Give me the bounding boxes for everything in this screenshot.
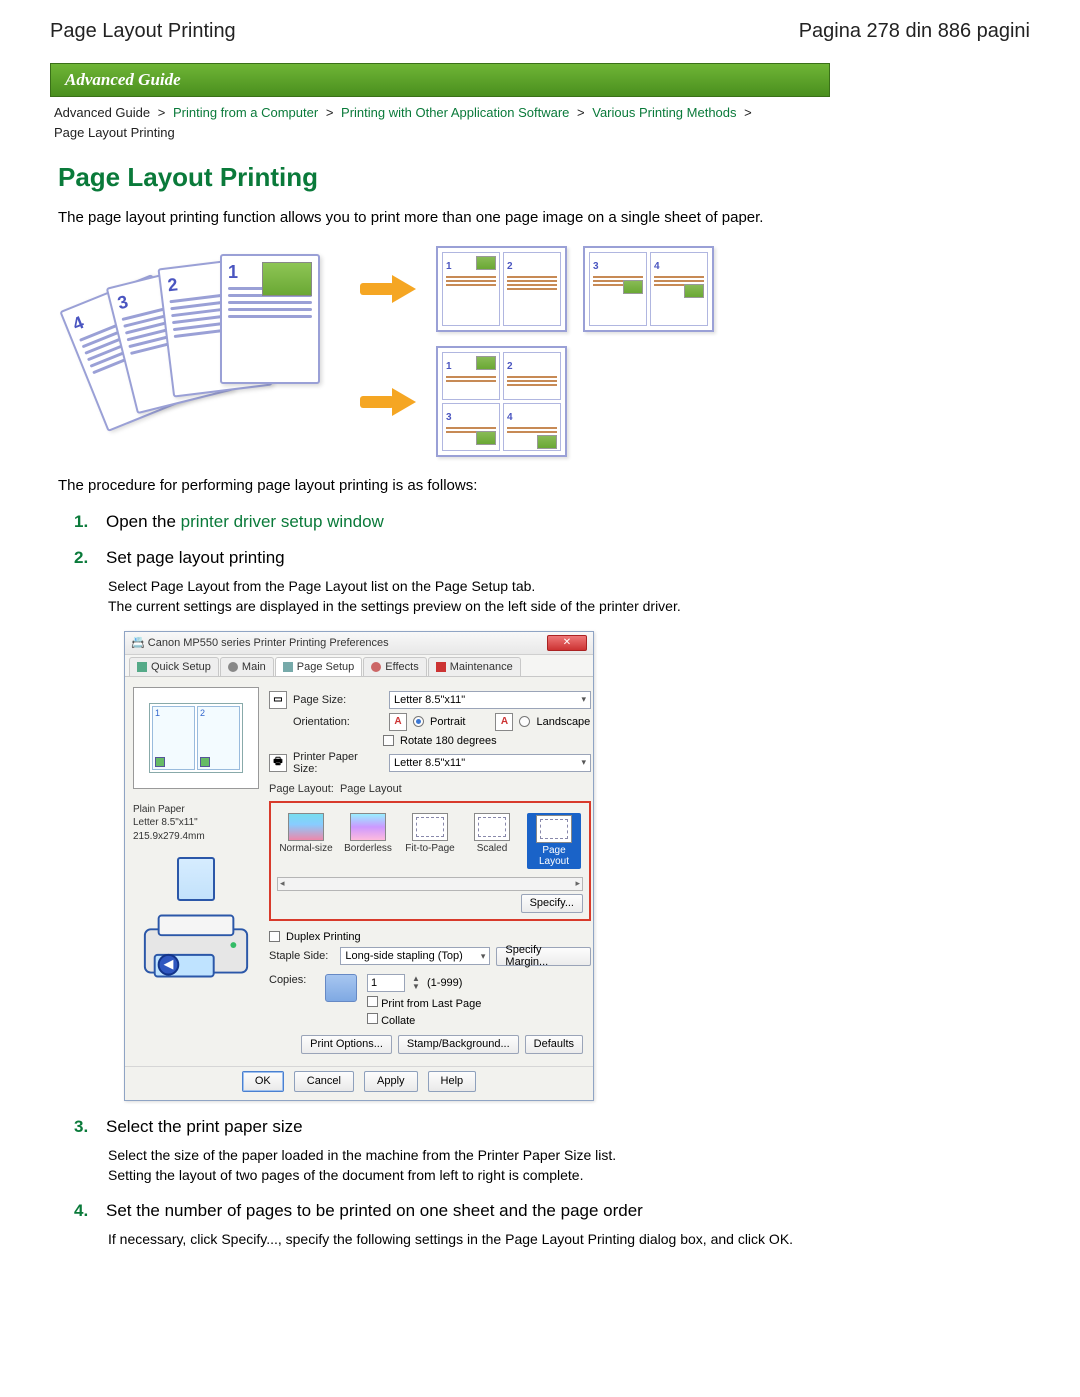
portrait-label: Portrait — [430, 716, 465, 728]
landscape-radio[interactable] — [519, 716, 530, 727]
landscape-label: Landscape — [536, 716, 590, 728]
printer-paper-size-label: Printer Paper Size: — [293, 751, 383, 775]
rotate180-label: Rotate 180 degrees — [400, 735, 497, 747]
portrait-radio[interactable] — [413, 716, 424, 727]
page-header-left: Page Layout Printing — [50, 20, 236, 43]
breadcrumb-item-2[interactable]: Printing with Other Application Software — [341, 105, 569, 120]
layout-option-normal[interactable]: Normal-size — [279, 813, 333, 869]
tab-quick-setup[interactable]: Quick Setup — [129, 657, 219, 676]
step-number: 1. — [74, 512, 98, 532]
tab-page-setup[interactable]: Page Setup — [275, 657, 363, 676]
print-last-label: Print from Last Page — [381, 998, 481, 1010]
specify-button[interactable]: Specify... — [521, 894, 583, 913]
layout-option-pagelayout[interactable]: Page Layout — [527, 813, 581, 869]
duplex-label: Duplex Printing — [286, 931, 361, 943]
apply-button[interactable]: Apply — [364, 1071, 418, 1092]
paper-type-label: Plain Paper — [133, 803, 259, 817]
step-number: 3. — [74, 1117, 98, 1137]
defaults-button[interactable]: Defaults — [525, 1035, 583, 1054]
copies-icon — [325, 974, 357, 1002]
printing-preferences-dialog: 📇 Canon MP550 series Printer Printing Pr… — [124, 631, 594, 1101]
step-title: Set page layout printing — [106, 548, 285, 568]
page-header-right: Pagina 278 din 886 pagini — [799, 20, 1030, 43]
breadcrumb-item-0[interactable]: Advanced Guide — [54, 105, 150, 120]
guide-bar: Advanced Guide — [50, 63, 830, 97]
stamp-background-button[interactable]: Stamp/Background... — [398, 1035, 519, 1054]
layout-option-fit[interactable]: Fit-to-Page — [403, 813, 457, 869]
page-title: Page Layout Printing — [58, 162, 1030, 193]
breadcrumb: Advanced Guide > Printing from a Compute… — [54, 103, 1030, 142]
dialog-tabs: Quick Setup Main Page Setup Effects Main… — [125, 655, 593, 677]
step-number: 4. — [74, 1201, 98, 1221]
arrow-icon — [360, 388, 420, 416]
collate-label: Collate — [381, 1015, 415, 1027]
layout-scrollbar[interactable]: ◂▸ — [277, 877, 583, 891]
layout-option-borderless[interactable]: Borderless — [341, 813, 395, 869]
copies-range: (1-999) — [427, 977, 462, 989]
dialog-title: 📇 Canon MP550 series Printer Printing Pr… — [131, 636, 389, 649]
page-size-label: Page Size: — [293, 694, 383, 706]
paper-size-label: Letter 8.5"x11" 215.9x279.4mm — [133, 816, 259, 843]
tab-main[interactable]: Main — [220, 657, 274, 676]
close-button[interactable]: ✕ — [547, 635, 587, 651]
print-last-checkbox[interactable] — [367, 996, 378, 1007]
step-title: Open the printer driver setup window — [106, 512, 384, 532]
ok-button[interactable]: OK — [242, 1071, 284, 1092]
page-layout-value: Page Layout — [340, 783, 402, 795]
page-size-icon: ▭ — [269, 691, 287, 709]
breadcrumb-item-1[interactable]: Printing from a Computer — [173, 105, 318, 120]
page-size-select[interactable]: Letter 8.5"x11" — [389, 691, 591, 709]
copies-label: Copies: — [269, 974, 319, 986]
landscape-icon: A — [495, 713, 513, 731]
rotate180-checkbox[interactable] — [383, 735, 394, 746]
staple-side-label: Staple Side: — [269, 950, 334, 962]
collate-checkbox[interactable] — [367, 1013, 378, 1024]
step-body: If necessary, click Specify..., specify … — [108, 1229, 968, 1249]
page-layout-label: Page Layout: — [269, 783, 334, 795]
copies-spinner[interactable]: 1 — [367, 974, 405, 992]
cancel-button[interactable]: Cancel — [294, 1071, 354, 1092]
layout-illustration: 4 3 2 1 1 2 3 4 1 2 — [80, 246, 1030, 457]
printer-driver-link[interactable]: printer driver setup window — [181, 512, 384, 531]
settings-preview: 1 2 — [133, 687, 259, 789]
tab-effects[interactable]: Effects — [363, 657, 426, 676]
tab-maintenance[interactable]: Maintenance — [428, 657, 521, 676]
procedure-line: The procedure for performing page layout… — [58, 475, 908, 496]
step-number: 2. — [74, 548, 98, 568]
portrait-icon: A — [389, 713, 407, 731]
intro-text: The page layout printing function allows… — [58, 207, 908, 228]
page-layout-group: Normal-size Borderless Fit-to-Page Scale… — [269, 801, 591, 921]
breadcrumb-current: Page Layout Printing — [54, 125, 175, 140]
breadcrumb-item-3[interactable]: Various Printing Methods — [592, 105, 736, 120]
printer-paper-icon: 🖶 — [269, 754, 287, 772]
help-button[interactable]: Help — [428, 1071, 477, 1092]
print-options-button[interactable]: Print Options... — [301, 1035, 392, 1054]
duplex-checkbox[interactable] — [269, 931, 280, 942]
specify-margin-button[interactable]: Specify Margin... — [496, 947, 591, 966]
step-title: Set the number of pages to be printed on… — [106, 1201, 643, 1221]
staple-side-select[interactable]: Long-side stapling (Top) — [340, 947, 490, 965]
printer-paper-size-select[interactable]: Letter 8.5"x11" — [389, 754, 591, 772]
arrow-icon — [360, 275, 420, 303]
orientation-label: Orientation: — [293, 716, 383, 728]
printer-illustration — [133, 857, 259, 997]
step-title: Select the print paper size — [106, 1117, 303, 1137]
layout-option-scaled[interactable]: Scaled — [465, 813, 519, 869]
step-body: Select the size of the paper loaded in t… — [108, 1145, 968, 1186]
step-body: Select Page Layout from the Page Layout … — [108, 576, 968, 617]
